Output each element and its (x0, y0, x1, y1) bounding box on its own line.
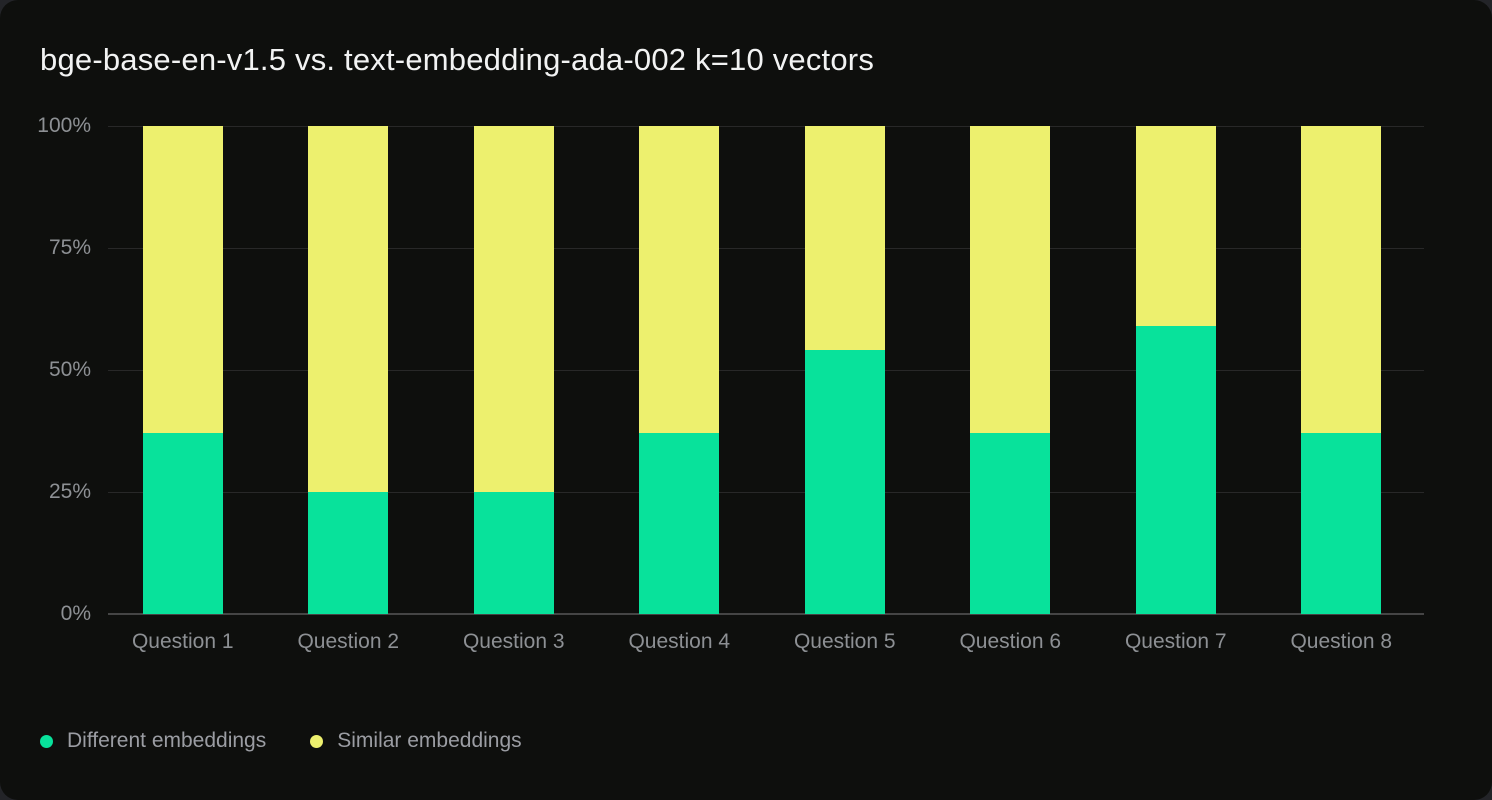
bar-segment-similar_embeddings[interactable] (639, 126, 720, 434)
legend-label: Similar embeddings (337, 729, 522, 752)
gridline-50 (108, 370, 1424, 371)
bar-segment-similar_embeddings[interactable] (804, 126, 885, 351)
bar-slot (597, 126, 763, 614)
x-tick-label: Question 3 (462, 630, 565, 653)
gridline-25 (108, 492, 1424, 493)
stacked-bar (142, 126, 223, 614)
stacked-bar (473, 126, 554, 614)
bar-segment-different_embeddings[interactable] (473, 492, 554, 614)
chart-legend: Different embeddings Similar embeddings (40, 729, 522, 753)
bar-segment-similar_embeddings[interactable] (142, 126, 223, 434)
bar-segment-different_embeddings[interactable] (1301, 433, 1382, 614)
bar-slot (100, 126, 266, 614)
bar-segment-different_embeddings[interactable] (308, 492, 389, 614)
bar-segment-similar_embeddings[interactable] (1135, 126, 1216, 327)
stacked-bar (639, 126, 720, 614)
legend-item[interactable]: Different embeddings (40, 729, 266, 753)
bar-slot (1259, 126, 1425, 614)
stacked-bar (804, 126, 885, 614)
bar-segment-similar_embeddings[interactable] (308, 126, 389, 492)
y-tick-label: 75% (48, 236, 91, 259)
x-tick-label: Question 1 (131, 630, 234, 653)
bar-slot (762, 126, 928, 614)
bar-slot (928, 126, 1094, 614)
plot-area (100, 126, 1424, 615)
bar-segment-similar_embeddings[interactable] (473, 126, 554, 492)
bar-segment-similar_embeddings[interactable] (1301, 126, 1382, 434)
bar-slot (266, 126, 432, 614)
y-tick-label: 50% (48, 358, 91, 381)
gridline-75 (108, 248, 1424, 249)
x-axis-labels: Question 1 Question 2 Question 3 Question 4… (100, 630, 1424, 654)
chart-title: bge-base-en-v1.5 vs. text-embedding-ada-… (40, 42, 875, 77)
bar-segment-different_embeddings[interactable] (142, 433, 223, 614)
bar-slot (1093, 126, 1259, 614)
stacked-bar (970, 126, 1051, 614)
bar-segment-similar_embeddings[interactable] (970, 126, 1051, 434)
x-tick-label: Question 8 (1290, 630, 1393, 653)
legend-dot-icon (40, 734, 53, 748)
x-tick-label: Question 6 (959, 630, 1062, 653)
bar-segment-different_embeddings[interactable] (1135, 326, 1216, 614)
bar-slot (431, 126, 597, 614)
stacked-bar (1135, 126, 1216, 614)
x-tick-label: Question 7 (1124, 630, 1227, 653)
bar-segment-different_embeddings[interactable] (970, 433, 1051, 614)
x-tick-label: Question 4 (628, 630, 731, 653)
bars-layer (100, 126, 1424, 614)
bar-segment-different_embeddings[interactable] (804, 350, 885, 614)
x-tick-label: Question 5 (793, 630, 896, 653)
stacked-bar (308, 126, 389, 614)
gridline-100 (108, 126, 1424, 127)
x-tick-label: Question 2 (297, 630, 400, 653)
y-tick-label: 100% (37, 114, 91, 137)
y-tick-label: 25% (48, 480, 91, 503)
y-tick-label: 0% (60, 602, 91, 625)
axis-baseline (108, 613, 1424, 615)
legend-label: Different embeddings (67, 729, 267, 752)
legend-item[interactable]: Similar embeddings (310, 729, 522, 753)
stacked-bar (1301, 126, 1382, 614)
bar-segment-different_embeddings[interactable] (639, 433, 720, 614)
legend-dot-icon (310, 734, 324, 748)
